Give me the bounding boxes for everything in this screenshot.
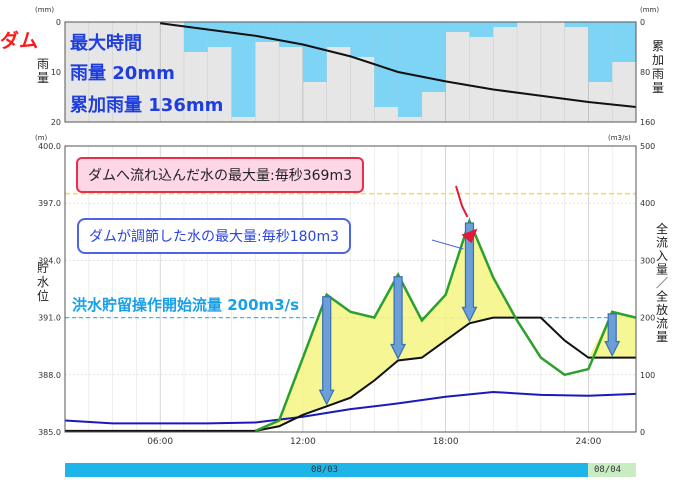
reservoir-left-axis-label: 位 [37,288,49,303]
date-label-0804: 08/04 [594,465,622,475]
rain-bar [231,22,256,117]
reservoir-x-tick: 12:00 [290,437,316,447]
reservoir-left-tick: 391.0 [38,314,61,323]
inflow-callout-arrowhead [461,228,478,244]
reservoir-right-axis-label: 全 [656,221,668,236]
reservoir-right-axis-label: 放 [656,302,668,317]
flow-reduction-arrow [390,276,407,360]
max-inflow-callout: ダムへ流れ込んだ水の最大量:毎秒369m3 [76,157,364,193]
rain-bar [493,22,518,27]
rain-bar [564,22,589,27]
rain-right-axis-label: 雨 [652,67,664,81]
rain-bar [207,22,232,47]
reservoir-x-tick: 18:00 [433,437,459,447]
reservoir-right-axis-label: 流 [656,236,668,250]
rain-plot-frame [64,21,637,123]
rain-left-tick: 0 [56,18,61,27]
reservoir-plot-frame [64,145,637,433]
rain-bar [445,22,470,32]
rain-bar [350,22,375,57]
reservoir-right-tick: 300 [640,256,655,265]
rain-right-tick: 80 [640,68,650,77]
dam-label-fragment: ダム [0,30,39,52]
flow-reduction-arrow [604,313,621,357]
inflow-line [254,217,637,433]
cumulative-rain-line [160,22,637,108]
rain-bar [326,22,351,47]
rain-bar [588,22,613,82]
rain-bar [398,22,422,117]
reservoir-left-tick: 400.0 [38,142,61,151]
reservoir-right-axis-label: ／ [656,276,668,290]
reservoir-right-axis-label: 量 [656,263,668,277]
reservoir-x-tick: 24:00 [575,437,601,447]
inflow-callout-pointer [455,185,469,218]
max-adjusted-callout: ダムが調節した水の最大量:毎秒180m3 [77,218,351,254]
max-hourly-rain-title: 最大時間 [70,33,142,54]
flow-reduction-arrow [318,296,335,406]
reservoir-left-tick: 385.0 [38,428,61,437]
reservoir-right-tick: 200 [640,314,655,323]
rain-bar [421,22,446,92]
reservoir-left-tick: 397.0 [38,199,61,208]
rain-bar [302,22,327,82]
rain-left-unit: (mm) [35,6,54,14]
rain-left-axis-label: 雨 [37,57,49,71]
rain-right-axis-label: 加 [652,53,664,67]
rain-bar [612,22,636,62]
reservoir-right-tick: 500 [640,142,655,151]
reservoir-left-axis-label: 貯 [37,261,49,275]
date-label-0803: 08/03 [311,465,339,475]
cumulative-rain-value: 累加雨量 136mm [70,95,224,116]
reservoir-left-unit: (m) [35,134,48,142]
rain-bar [374,22,399,107]
rain-left-tick: 10 [51,68,61,77]
reservoir-left-tick: 388.0 [38,371,61,380]
reservoir-right-tick: 0 [640,428,645,437]
adjusted-callout-pointer [431,239,464,250]
reservoir-right-axis-label: 入 [656,249,668,263]
reservoir-right-axis-label: 全 [656,289,668,304]
flood-threshold-label: 洪水貯留操作開始流量 200m3/s [72,296,300,314]
date-bar-0803: 08/03 [65,463,588,477]
reservoir-left-axis-label: 水 [37,275,49,289]
reservoir-x-tick: 06:00 [147,437,173,447]
rain-left-tick: 20 [51,118,61,127]
max-hourly-rain-value: 雨量 20mm [70,63,175,84]
rain-left-axis-label: 量 [37,71,49,85]
reservoir-right-axis-label: 流 [656,317,668,331]
water-level-line [64,390,637,425]
reservoir-right-tick: 400 [640,199,655,208]
reservoir-right-tick: 100 [640,371,655,380]
rain-right-tick: 160 [640,118,655,127]
rain-bar [469,22,494,37]
reservoir-right-axis-label: 量 [656,330,668,344]
date-bar-0804: 08/04 [588,463,636,477]
reservoir-right-unit: (m3/s) [608,134,631,142]
inflow-excess-area [255,220,637,431]
rain-right-unit: (mm) [640,6,659,14]
rain-right-axis-label: 累 [652,39,664,53]
outflow-line [65,316,636,432]
rain-right-tick: 0 [640,18,645,27]
reservoir-left-tick: 394.0 [38,256,61,265]
rain-right-axis-label: 量 [652,81,664,95]
